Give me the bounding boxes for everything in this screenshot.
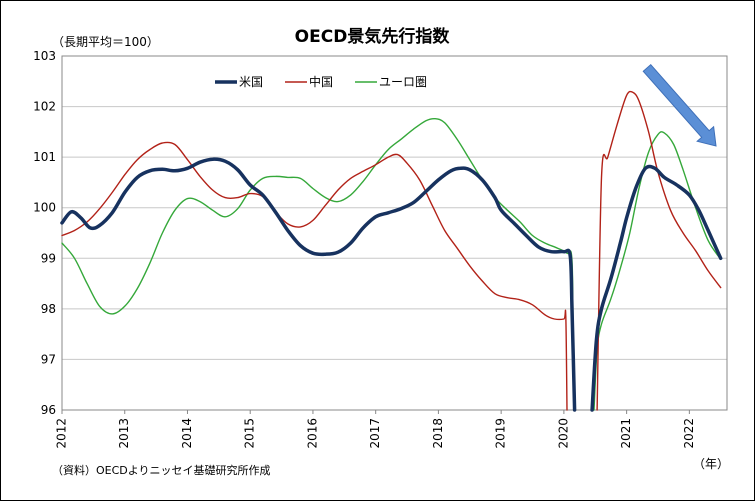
unit-label: （長期平均＝100）: [52, 35, 159, 49]
x-tick-label: 2015: [243, 418, 257, 449]
series-1-segment-1: [60, 157, 577, 412]
x-tick-label: 2016: [305, 418, 319, 449]
series-3-line: [61, 117, 722, 411]
chart-title: OECD景気先行指数: [295, 26, 451, 47]
series-2-segment-1: [61, 141, 568, 411]
legend: 米国 中国 ユーロ圏: [215, 74, 427, 89]
series-2-line: [61, 90, 722, 411]
legend-label-3: ユーロ圏: [379, 75, 427, 89]
x-tick-label: 2022: [682, 418, 696, 449]
x-tick-label: 2013: [117, 418, 131, 449]
plot-area-border: [61, 55, 728, 411]
legend-label-2: 中国: [309, 74, 333, 89]
series-3-segment-1: [61, 117, 576, 411]
y-tick-label: 98: [41, 302, 56, 316]
x-tick-label: 2020: [556, 418, 570, 449]
series-1-line: [60, 157, 723, 412]
x-tick-label: 2017: [368, 418, 382, 449]
x-unit-label: （年）: [693, 457, 729, 471]
legend-label-1: 米国: [239, 75, 263, 89]
x-axis-ticks: 2012 2013 2014 2015 2016 2017 2018 2019 2020 2021…: [55, 410, 696, 449]
x-tick-label: 2019: [494, 418, 508, 449]
x-tick-label: 2018: [431, 418, 445, 449]
arrow-polygon: [642, 63, 717, 147]
y-tick-label: 103: [33, 49, 56, 63]
series-lines: [60, 90, 723, 412]
y-tick-label: 96: [41, 403, 56, 417]
x-tick-label: 2012: [55, 418, 69, 449]
downward-trend-arrow: [642, 63, 717, 147]
arrow-shape: [642, 63, 717, 147]
y-tick-label: 97: [41, 352, 56, 366]
x-tick-label: 2021: [619, 418, 633, 449]
series-1-segment-2: [590, 164, 723, 412]
y-tick-label: 99: [41, 251, 56, 265]
y-axis-ticks: 96 97 98 99 100 101 102 103: [33, 49, 56, 417]
y-tick-label: 100: [33, 201, 56, 215]
y-tick-label: 102: [33, 100, 56, 114]
source-note: （資料）OECDよりニッセイ基礎研究所作成: [52, 463, 271, 477]
x-tick-label: 2014: [180, 418, 194, 449]
series-2-segment-2: [596, 90, 722, 411]
y-tick-label: 101: [33, 150, 56, 164]
